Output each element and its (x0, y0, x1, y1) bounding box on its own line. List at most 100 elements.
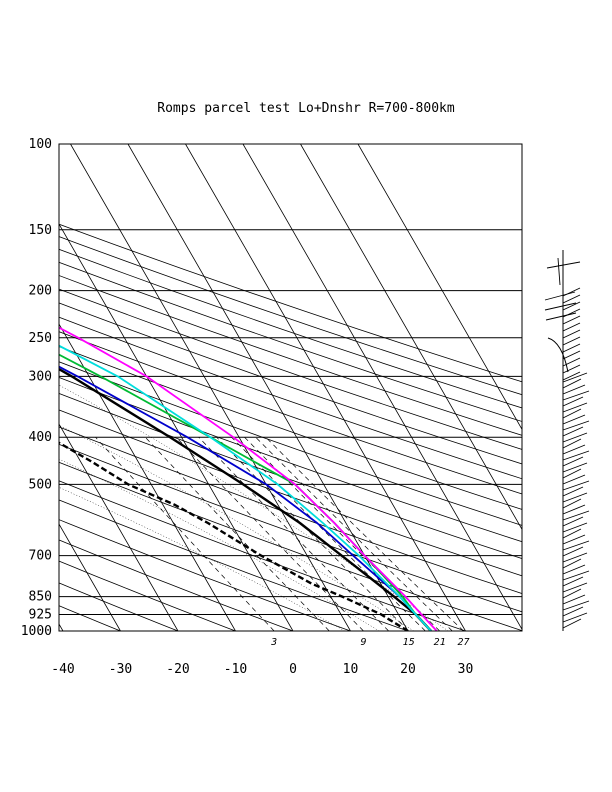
wind-barb (562, 384, 586, 395)
wind-barb (562, 294, 581, 304)
pressure-label: 700 (29, 549, 52, 564)
wind-barb (544, 291, 577, 321)
wind-barb (562, 528, 582, 539)
wind-barb (562, 534, 586, 545)
isotherm (59, 323, 236, 631)
mixing-ratio-line (216, 436, 409, 631)
wind-barb (562, 558, 582, 569)
isotherm (59, 423, 179, 631)
dry-adiabat (59, 346, 522, 510)
temperature-axis-labels: -40 -30 -20 -10 0 10 20 30 (51, 662, 473, 677)
wind-barb (562, 504, 586, 515)
pressure-label: 200 (29, 284, 52, 299)
wind-barb (562, 552, 588, 563)
isotherm (127, 144, 409, 631)
pressure-label: 500 (29, 477, 52, 492)
wind-barb (562, 372, 588, 383)
series-line-parcel-5 (59, 326, 438, 631)
wind-barb (562, 564, 586, 575)
isotherm (185, 144, 466, 631)
wind-barb (562, 576, 584, 587)
wind-barb (562, 301, 581, 311)
mixing-ratio-line (198, 436, 389, 631)
wind-barb (562, 444, 586, 455)
pressure-label: 300 (29, 369, 52, 384)
series-layer (59, 326, 438, 631)
wind-barb (562, 426, 584, 437)
dry-adiabat (59, 409, 522, 577)
wind-barb (546, 257, 581, 286)
wind-barb (562, 432, 588, 443)
wind-barb (562, 364, 581, 374)
wind-barb (562, 522, 588, 533)
wind-barb (562, 408, 582, 419)
wind-barb (562, 600, 590, 611)
wind-barb (562, 396, 584, 407)
mixing-ratio-label: 3 (270, 637, 277, 648)
isotherm (0, 144, 6, 631)
wind-barb (547, 337, 569, 373)
wind-barb (562, 468, 582, 479)
pressure-label: 400 (29, 430, 52, 445)
wind-barb-column (544, 250, 590, 631)
isotherm (59, 223, 294, 631)
wind-barb (562, 546, 584, 557)
wind-barb (562, 414, 586, 425)
temperature-label: -30 (109, 662, 132, 677)
wind-barb (562, 474, 586, 485)
temperature-label: 0 (289, 662, 297, 677)
wind-barb (562, 371, 581, 381)
moist-adiabat (59, 425, 414, 631)
wind-barb (562, 510, 590, 521)
moist-adiabat (59, 458, 380, 631)
pressure-label: 850 (29, 590, 52, 605)
temperature-label: -20 (166, 662, 189, 677)
wind-barb (562, 343, 581, 353)
wind-barb (562, 516, 584, 527)
wind-barb (562, 315, 581, 325)
series-line-parcel-4 (59, 344, 432, 631)
dry-adiabat (59, 443, 522, 613)
isotherm (300, 144, 522, 531)
wind-barb (562, 498, 582, 509)
pressure-label: 100 (29, 137, 52, 152)
wind-barb (562, 594, 586, 605)
temperature-label: 20 (400, 662, 416, 677)
wind-barb (562, 588, 582, 599)
wind-barb (562, 402, 588, 413)
mixing-ratio-labels: 3 9 15 21 27 (270, 637, 469, 648)
mixing-ratio-label: 27 (457, 637, 469, 648)
pressure-label: 150 (29, 223, 52, 238)
wind-barb (562, 336, 581, 346)
series-line-temperature-0 (59, 367, 432, 631)
pressure-label: 250 (29, 331, 52, 346)
wind-barb (562, 450, 590, 461)
temperature-label: -10 (224, 662, 247, 677)
mixing-ratio-line (255, 436, 453, 631)
wind-barb (562, 540, 590, 551)
pressure-label: 1000 (21, 624, 52, 639)
pressure-label: 925 (29, 608, 52, 623)
dry-adiabat (59, 480, 466, 631)
dry-adiabat (59, 519, 351, 631)
plot-frame (58, 143, 523, 632)
dry-adiabat (59, 392, 522, 559)
wind-barb (562, 570, 590, 581)
dry-adiabat (59, 499, 409, 631)
series-line-dewpoint-1 (59, 441, 409, 631)
wind-barb (562, 456, 584, 467)
dry-adiabat (59, 361, 522, 526)
wind-barb (562, 329, 581, 339)
isobar-lines (59, 143, 522, 632)
wind-barb (562, 462, 588, 473)
dry-adiabat (59, 377, 522, 543)
temperature-label: 10 (343, 662, 359, 677)
isotherm (242, 144, 522, 631)
mixing-ratio-label: 21 (434, 637, 446, 648)
chart-title: Romps parcel test Lo+Dnshr R=700-800km (157, 101, 455, 116)
mixing-ratio-line (265, 436, 464, 631)
wind-barb (562, 492, 588, 503)
mixing-ratio-label: 15 (403, 637, 415, 648)
